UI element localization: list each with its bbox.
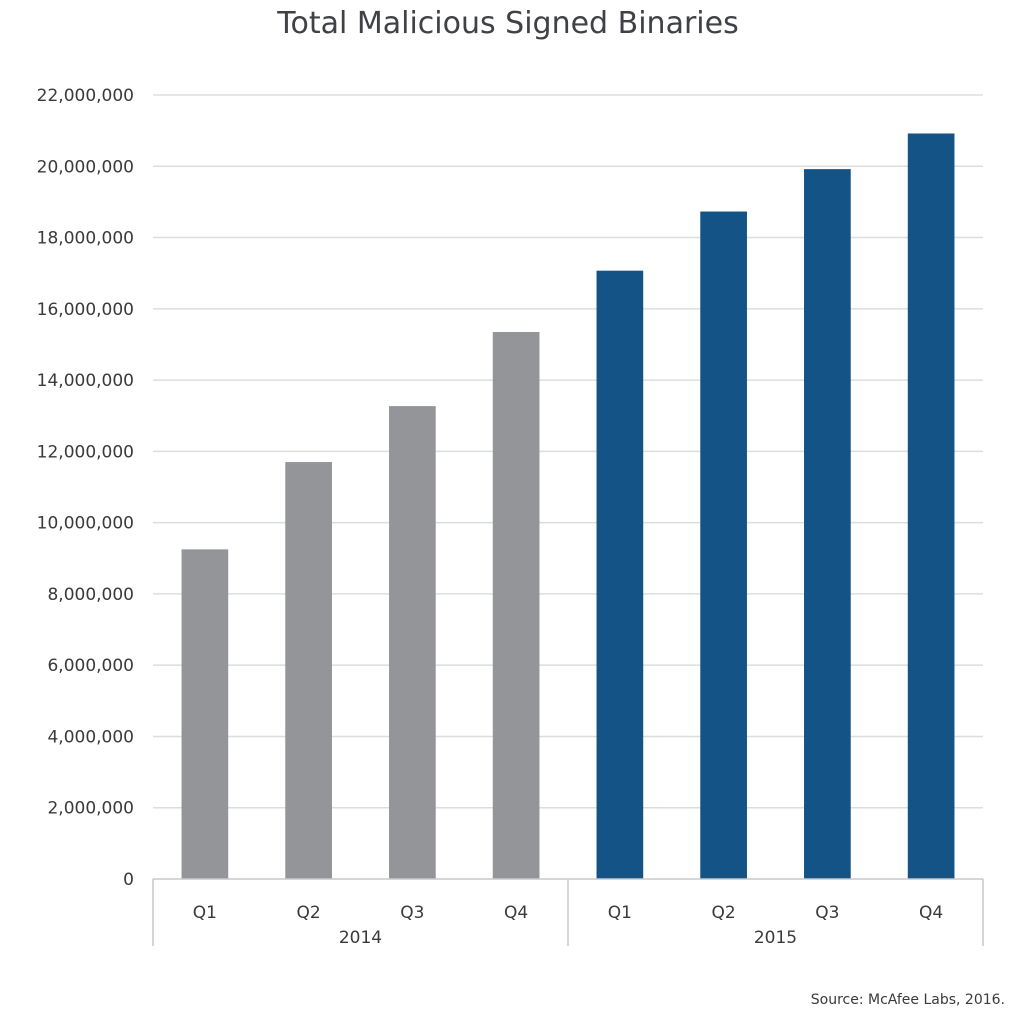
grid-lines (153, 94, 983, 809)
bar-2015-Q2 (700, 211, 747, 880)
y-tick-label: 16,000,000 (37, 300, 134, 320)
bar-2014-Q3 (389, 406, 436, 879)
y-tick-label: 20,000,000 (37, 157, 134, 177)
y-tick-label: 18,000,000 (37, 229, 134, 249)
y-tick-label: 14,000,000 (37, 371, 134, 391)
bar-2015-Q1 (596, 270, 644, 880)
y-tick-label: 22,000,000 (37, 86, 134, 106)
y-tick-label: 12,000,000 (37, 442, 134, 462)
x-tick-label: Q1 (193, 903, 217, 923)
y-tick-label: 4,000,000 (47, 727, 134, 747)
group-label: 2014 (339, 928, 382, 948)
x-tick-label: Q4 (504, 903, 528, 923)
y-tick-label: 6,000,000 (47, 656, 134, 676)
bar-2015-Q3 (804, 169, 851, 879)
y-tick-label: 8,000,000 (47, 585, 134, 605)
y-tick-label: 10,000,000 (37, 514, 134, 534)
x-tick-label: Q3 (400, 903, 424, 923)
x-axis: Q1 Q2 Q3 Q4 Q1 Q2 Q3 Q4 2014 2015 (152, 878, 984, 948)
x-tick-label: Q3 (815, 903, 839, 923)
bar-2014-Q2 (285, 462, 332, 879)
y-axis-ticks: 0 2,000,000 4,000,000 6,000,000 8,000,000 10,… (37, 86, 134, 890)
x-tick-label: Q2 (297, 903, 321, 923)
bars (181, 133, 955, 880)
bar-2014-Q4 (492, 331, 540, 879)
bar-2014-Q1 (181, 549, 229, 879)
bar-2015-Q4 (907, 133, 955, 879)
chart-title: Total Malicious Signed Binaries (276, 6, 738, 41)
y-tick-label: 0 (123, 870, 134, 890)
source-note: Source: McAfee Labs, 2016. (811, 992, 1005, 1008)
group-label: 2015 (754, 928, 797, 948)
x-tick-label: Q4 (919, 903, 943, 923)
x-tick-label: Q1 (608, 903, 632, 923)
x-tick-label: Q2 (712, 903, 736, 923)
y-tick-label: 2,000,000 (47, 799, 134, 819)
